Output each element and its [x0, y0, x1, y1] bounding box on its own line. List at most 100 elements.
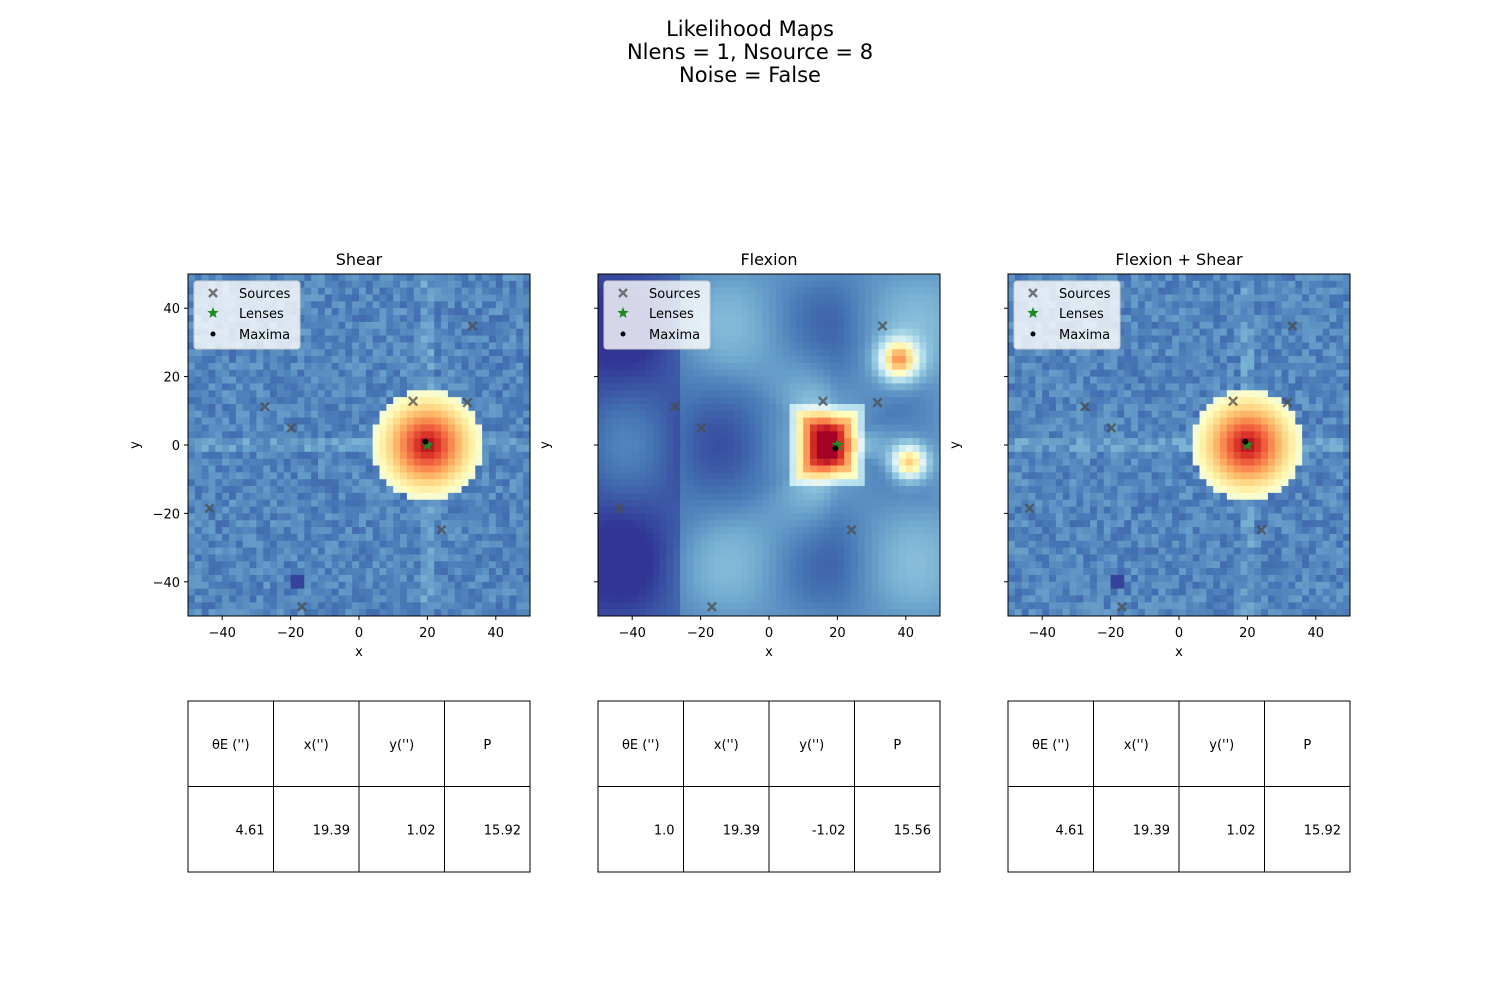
heatmap-cell — [283, 513, 291, 521]
heatmap-cell — [933, 362, 941, 371]
heatmap-cell — [331, 403, 339, 412]
heatmap-cell — [714, 602, 722, 610]
heatmap-cell — [290, 554, 298, 562]
heatmap-cell — [427, 561, 435, 569]
heatmap-cell — [454, 397, 462, 405]
heatmap-cell — [734, 410, 743, 419]
heatmap-cell — [400, 315, 408, 323]
heatmap-cell — [372, 451, 380, 460]
heatmap-cell — [441, 506, 449, 514]
heatmap-cell — [755, 533, 763, 542]
heatmap-cell — [393, 424, 401, 432]
heatmap-cell — [871, 561, 879, 569]
heatmap-cell — [263, 390, 271, 398]
heatmap-cell — [871, 445, 879, 453]
heatmap-cell — [454, 513, 462, 521]
heatmap-cell — [618, 513, 626, 521]
heatmap-cell — [488, 465, 497, 473]
heatmap-cell — [803, 499, 811, 507]
heatmap-cell — [208, 465, 216, 473]
heatmap-cell — [810, 602, 818, 610]
heatmap-cell — [201, 356, 209, 364]
heatmap-cell — [502, 287, 510, 295]
heatmap-cell — [625, 349, 633, 357]
heatmap-cell — [748, 403, 756, 412]
heatmap-cell — [598, 513, 606, 521]
heatmap-cell — [256, 479, 264, 487]
heatmap-cell — [598, 328, 606, 336]
heatmap-cell — [441, 356, 449, 364]
heatmap-cell — [912, 349, 920, 357]
heatmap-cell — [618, 390, 626, 398]
heatmap-cell — [851, 342, 859, 350]
heatmap-cell — [810, 431, 818, 439]
heatmap-cell — [734, 499, 743, 507]
heatmap-cell — [933, 280, 941, 289]
heatmap-cell — [810, 301, 818, 309]
heatmap-cell — [393, 397, 401, 405]
heatmap-cell — [762, 321, 770, 330]
heatmap-cell — [468, 561, 476, 569]
heatmap-cell — [188, 417, 196, 425]
heatmap-cell — [769, 561, 777, 569]
heatmap-cell — [919, 390, 927, 398]
heatmap-cell — [523, 369, 531, 377]
heatmap-cell — [659, 356, 667, 364]
heatmap-cell — [359, 301, 367, 309]
heatmap-cell — [769, 315, 777, 323]
heatmap-cell — [830, 403, 838, 412]
heatmap-cell — [611, 465, 619, 473]
heatmap-cell — [693, 383, 701, 391]
heatmap-cell — [372, 486, 380, 494]
heatmap-cell — [229, 486, 237, 494]
heatmap-cell — [905, 581, 914, 590]
heatmap-cell — [926, 280, 934, 289]
heatmap-cell — [488, 513, 497, 521]
heatmap-cell — [727, 479, 736, 487]
heatmap-cell — [659, 397, 667, 405]
heatmap-cell — [714, 431, 722, 439]
heatmap-cell — [406, 321, 415, 330]
heatmap-cell — [516, 280, 524, 289]
heatmap-cell — [324, 458, 333, 466]
heatmap-cell — [741, 397, 749, 405]
heatmap-cell — [317, 581, 326, 590]
heatmap-cell — [468, 349, 476, 357]
heatmap-cell — [441, 294, 449, 302]
heatmap-cell — [823, 540, 831, 548]
heatmap-cell — [919, 547, 927, 555]
heatmap-cell — [714, 362, 722, 371]
heatmap-cell — [673, 438, 681, 446]
heatmap-cell — [686, 533, 695, 542]
heatmap-cell — [331, 527, 339, 535]
heatmap-cell — [420, 410, 428, 419]
heatmap-cell — [447, 451, 456, 460]
heatmap-cell — [898, 274, 907, 282]
heatmap-cell — [734, 403, 743, 412]
heatmap-cell — [789, 581, 797, 590]
heatmap-cell — [502, 595, 510, 603]
heatmap-cell — [857, 287, 866, 295]
heatmap-cell — [304, 287, 312, 295]
heatmap-cell — [379, 561, 387, 569]
heatmap-cell — [488, 554, 497, 562]
heatmap-cell — [201, 499, 209, 507]
heatmap-cell — [632, 356, 640, 364]
heatmap-cell — [523, 513, 531, 521]
heatmap-cell — [359, 417, 367, 425]
heatmap-cell — [652, 527, 660, 535]
heatmap-cell — [256, 390, 264, 398]
heatmap-cell — [516, 588, 524, 596]
heatmap-cell — [741, 438, 749, 446]
source-marker — [259, 401, 270, 412]
heatmap-cell — [413, 376, 421, 384]
heatmap-cell — [276, 561, 285, 569]
heatmap-cell — [488, 574, 497, 583]
heatmap-cell — [919, 554, 927, 562]
heatmap-cell — [857, 499, 866, 507]
heatmap-cell — [885, 540, 893, 548]
heatmap-cell — [249, 533, 257, 542]
heatmap-cell — [345, 308, 353, 316]
heatmap-cell — [270, 274, 278, 282]
heatmap-cell — [871, 479, 879, 487]
